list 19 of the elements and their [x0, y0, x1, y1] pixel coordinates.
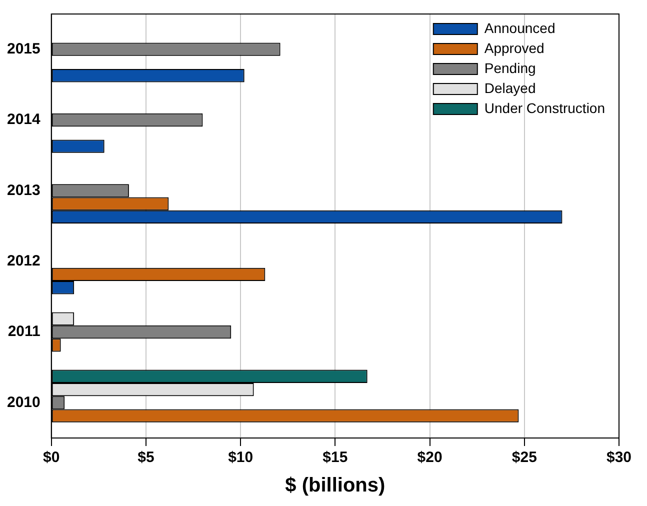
y-tick-label: 2010 — [6, 394, 40, 411]
y-tick-label: 2013 — [6, 182, 40, 199]
x-tick-label: $10 — [228, 449, 254, 466]
legend-label: Pending — [484, 60, 536, 76]
x-tick-label: $20 — [417, 449, 442, 466]
legend-label: Announced — [484, 20, 556, 36]
x-tick-label: $5 — [138, 449, 154, 466]
x-tick-label: $25 — [512, 449, 537, 466]
legend-label: Delayed — [484, 80, 536, 96]
x-tick-label: $15 — [322, 449, 348, 466]
legend-label: Approved — [484, 40, 544, 56]
y-tick-label: 2014 — [6, 111, 42, 128]
legend-label: Under Construction — [484, 100, 606, 116]
x-tick-label: $0 — [43, 449, 60, 466]
y-tick-label: 2011 — [8, 323, 40, 340]
y-tick-label: 2015 — [6, 40, 40, 58]
y-tick-label: 2012 — [6, 252, 40, 270]
x-tick-label: $30 — [606, 449, 632, 466]
x-axis-title: $ (billions) — [285, 474, 386, 497]
